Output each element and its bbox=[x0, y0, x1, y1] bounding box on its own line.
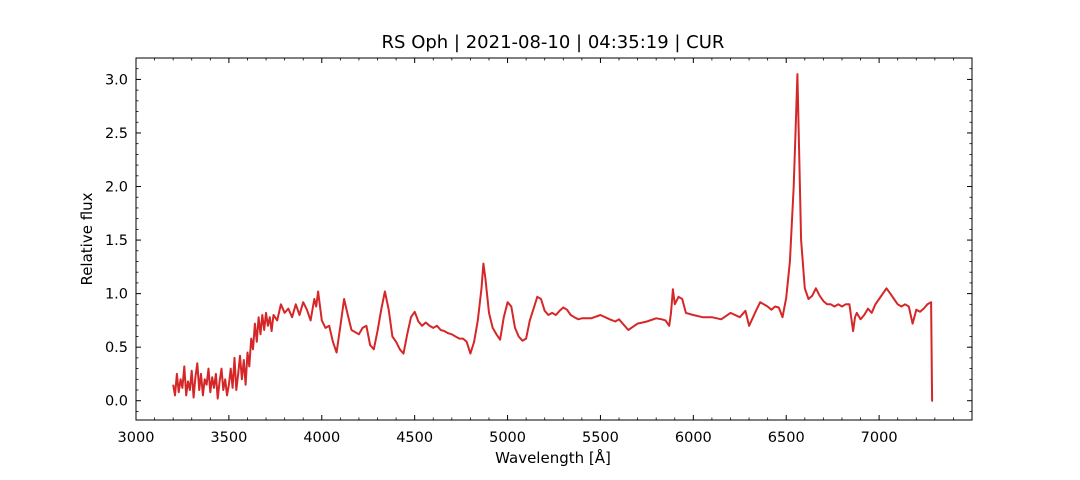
x-tick-label: 5500 bbox=[582, 430, 619, 446]
y-tick-label: 0.5 bbox=[105, 340, 128, 356]
x-tick-label: 3000 bbox=[118, 430, 155, 446]
series-group bbox=[172, 73, 934, 402]
y-tick-label: 2.5 bbox=[105, 126, 128, 142]
y-tick-label: 3.0 bbox=[105, 72, 128, 88]
x-tick-label: 6500 bbox=[768, 430, 805, 446]
plot-area bbox=[135, 57, 973, 421]
y-axis-ticks: 0.0 0.5 1.0 1.5 2.0 2.5 3.0 bbox=[105, 57, 972, 412]
y-tick-label: 1.0 bbox=[105, 287, 128, 303]
x-tick-label: 5000 bbox=[489, 430, 526, 446]
x-tick-label: 6000 bbox=[675, 430, 712, 446]
y-tick-label: 2.0 bbox=[105, 180, 128, 196]
x-tick-label: 4500 bbox=[396, 430, 433, 446]
y-axis-label: Relative flux bbox=[78, 192, 96, 285]
series-line-0 bbox=[172, 73, 934, 402]
chart-title: RS Oph | 2021-08-10 | 04:35:19 | CUR bbox=[382, 32, 725, 53]
y-tick-label: 1.5 bbox=[105, 233, 128, 249]
x-tick-label: 3500 bbox=[210, 430, 247, 446]
plot-frame bbox=[135, 57, 973, 421]
x-axis-label: Wavelength [Å] bbox=[495, 448, 611, 467]
x-tick-label: 4000 bbox=[303, 430, 340, 446]
y-tick-label: 0.0 bbox=[105, 394, 128, 410]
x-tick-label: 7000 bbox=[861, 430, 898, 446]
x-axis-ticks: 3000 3500 4000 4500 5000 5500 6000 6500 7000 bbox=[118, 58, 954, 446]
